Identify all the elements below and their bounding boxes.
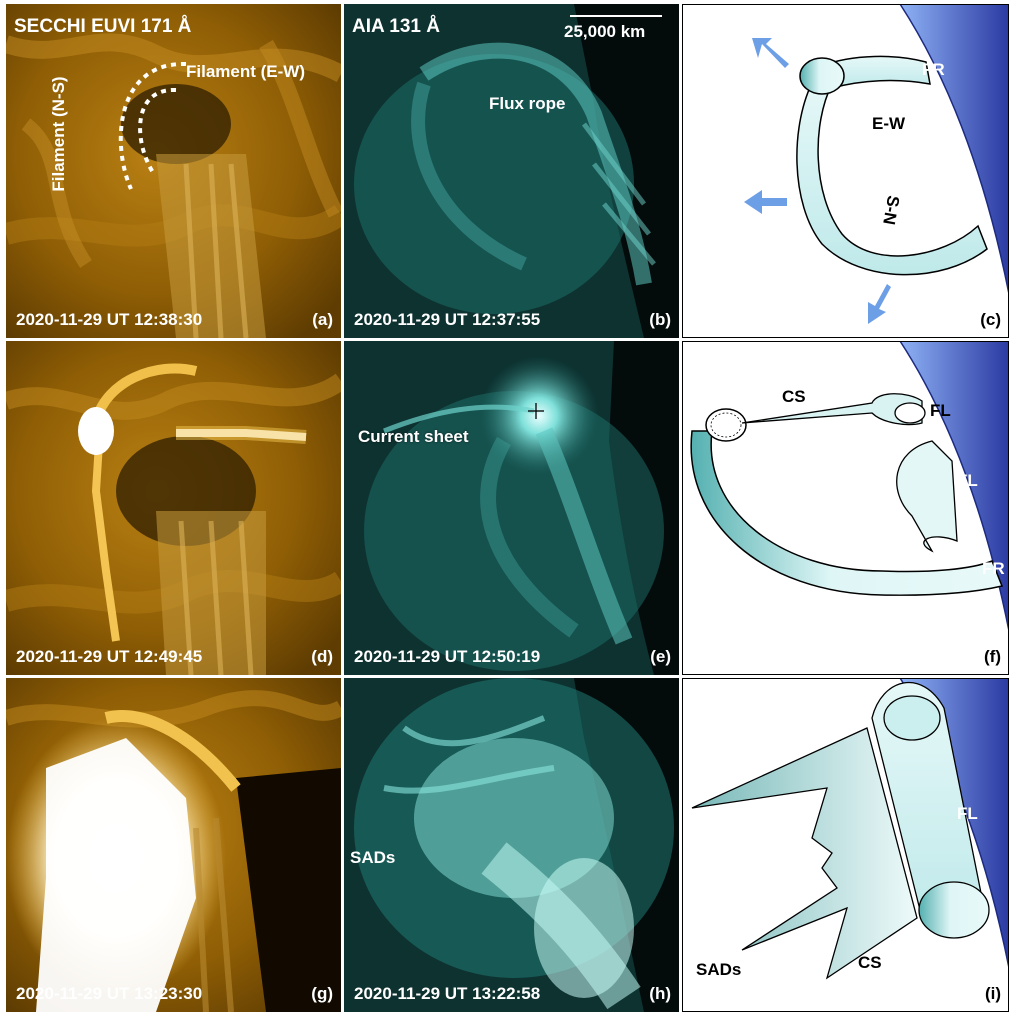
panel-c: FR E-W S-N (c) [682, 4, 1009, 338]
panel-label-g: (g) [311, 984, 333, 1003]
label-cs-i: CS [858, 953, 882, 972]
instrument-title-b: AIA 131 Å [352, 16, 440, 37]
annotation-filament-ew: Filament (E-W) [186, 62, 305, 81]
crosshair-icon [528, 403, 544, 419]
label-fr-c: FR [922, 60, 945, 79]
euvi-image-d [6, 341, 341, 675]
schematic-c [744, 4, 1009, 324]
panel-label-f: (f) [984, 647, 1001, 666]
label-fl-i: FL [957, 804, 978, 823]
timestamp-a: 2020-11-29 UT 12:38:30 [16, 310, 203, 329]
timestamp-d: 2020-11-29 UT 12:49:45 [16, 647, 203, 666]
aia-image-e [344, 341, 679, 675]
annotation-flux-rope: Flux rope [489, 94, 566, 113]
solar-limb [900, 4, 1009, 294]
scale-bar-label: 25,000 km [564, 22, 646, 41]
panel-label-d: (d) [311, 647, 333, 666]
panel-label-h: (h) [649, 984, 671, 1003]
panel-b: AIA 131 Å 25,000 km Flux rope 2020-11-29… [344, 4, 679, 338]
timestamp-b: 2020-11-29 UT 12:37:55 [354, 310, 541, 329]
aia-image-h [344, 678, 679, 1012]
solar-limb [900, 678, 1009, 968]
annotation-current-sheet: Current sheet [358, 427, 469, 446]
panel-h: SADs 2020-11-29 UT 13:22:58 (h) [344, 678, 679, 1012]
arrow-icon [744, 38, 891, 324]
panel-i: FL SADs CS (i) [682, 678, 1009, 1012]
timestamp-g: 2020-11-29 UT 13:23:30 [16, 984, 203, 1003]
panel-a: SECCHI EUVI 171 Å Filament (E-W) Filamen… [6, 4, 341, 338]
label-cs-f: CS [782, 387, 806, 406]
label-sads-i: SADs [696, 960, 742, 979]
filament-ns-trace [118, 61, 187, 190]
label-ew: E-W [872, 114, 906, 133]
instrument-title-a: SECCHI EUVI 171 Å [14, 16, 192, 37]
label-fl-f2: FL [957, 471, 978, 490]
panel-f: CS FL FL FR (f) [682, 341, 1009, 675]
label-fl-f1: FL [930, 401, 951, 420]
panel-label-b: (b) [649, 310, 671, 329]
panel-d: 2020-11-29 UT 12:49:45 (d) [6, 341, 341, 675]
panel-g: 2020-11-29 UT 13:23:30 (g) [6, 678, 341, 1012]
timestamp-h: 2020-11-29 UT 13:22:58 [354, 984, 541, 1003]
panel-label-e: (e) [650, 647, 671, 666]
annotation-filament-ns: Filament (N-S) [49, 76, 68, 192]
panel-label-c: (c) [980, 310, 1001, 329]
solar-limb [900, 341, 1009, 631]
panel-label-a: (a) [312, 310, 333, 329]
timestamp-e: 2020-11-29 UT 12:50:19 [354, 647, 541, 666]
euvi-image-g [6, 678, 341, 1012]
schematic-i [691, 678, 1009, 980]
annotation-sads-h: SADs [350, 848, 396, 867]
panel-e: Current sheet 2020-11-29 UT 12:50:19 (e) [344, 341, 679, 675]
euvi-image-a [6, 4, 341, 338]
panel-label-i: (i) [984, 984, 1001, 1003]
label-fr-f: FR [982, 559, 1005, 578]
schematic-f [690, 341, 1009, 632]
filament-ew-trace [138, 87, 177, 176]
aia-image-b [344, 4, 679, 338]
